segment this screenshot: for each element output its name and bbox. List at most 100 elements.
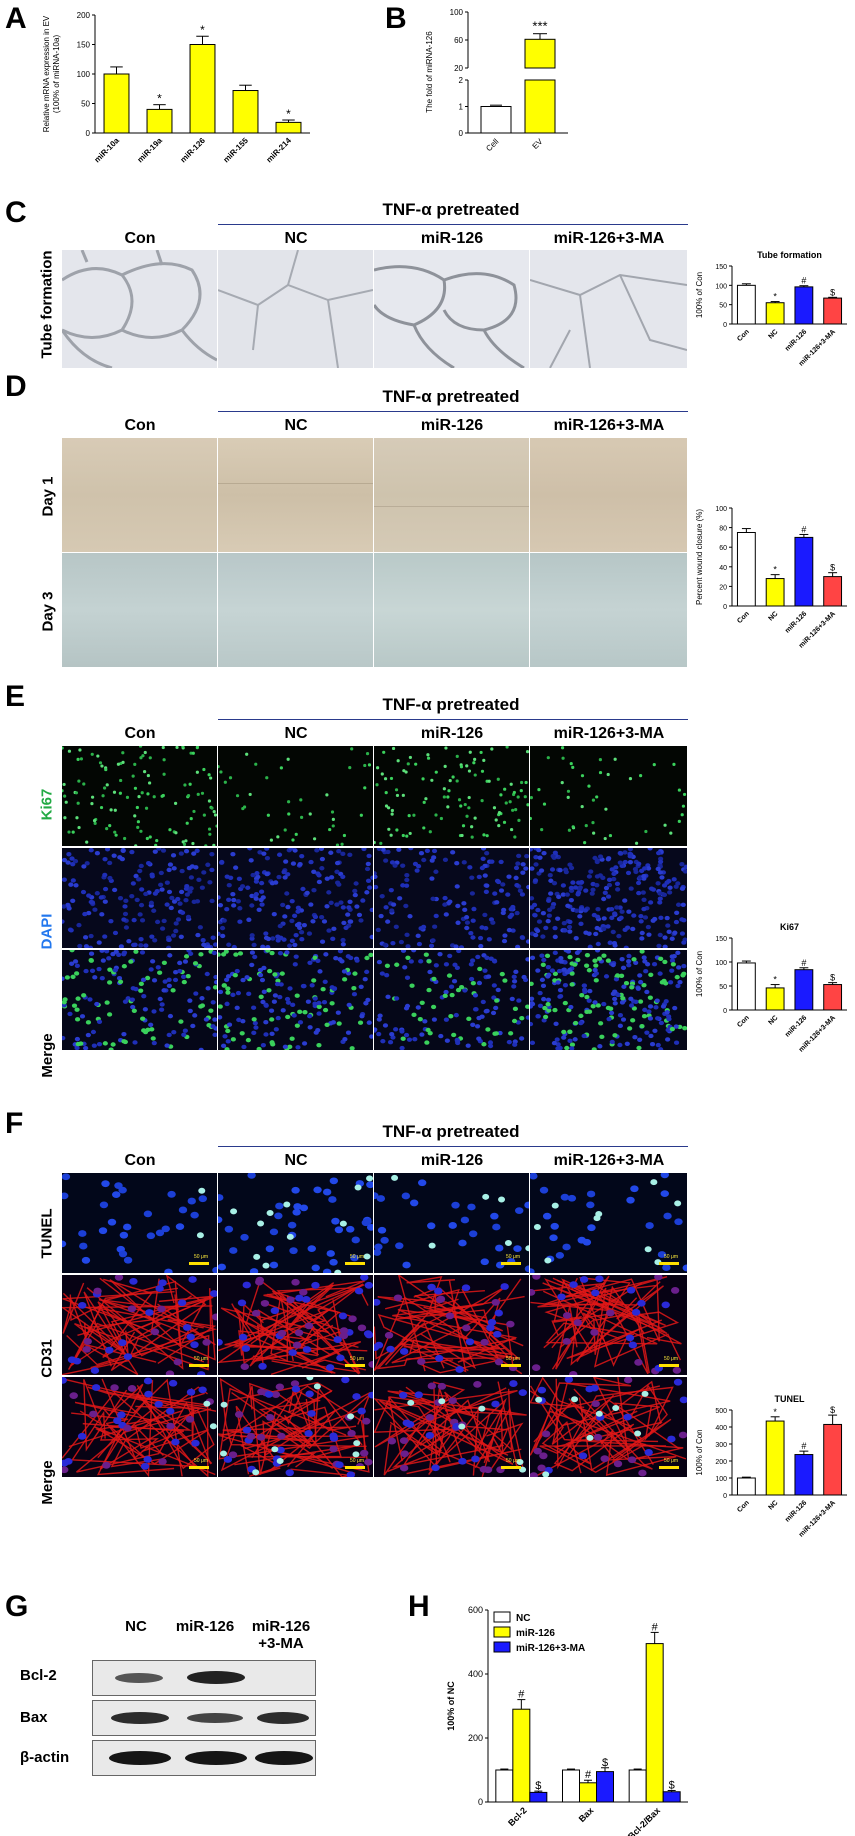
scale-bar	[501, 1466, 521, 1469]
bar	[765, 987, 785, 1011]
y-tick-label: 0	[723, 322, 727, 329]
tube-image-con	[62, 250, 217, 368]
scale-bar-label: 50 μm	[194, 1254, 208, 1260]
bar	[596, 1771, 614, 1803]
y-tick-label: 0	[723, 1493, 727, 1500]
scale-bar	[189, 1262, 209, 1265]
wound-day3-con	[62, 553, 217, 667]
x-tick-label: miR-126	[784, 610, 808, 634]
y-tick-label: 600	[468, 1605, 483, 1615]
scale-bar	[189, 1364, 209, 1367]
y-axis-label: 100% of Con	[695, 1429, 704, 1475]
wound-day1-con	[62, 438, 217, 552]
significance-mark: $	[830, 1405, 835, 1415]
panel-letter-g: G	[5, 1590, 29, 1623]
micrograph-cd31-0: 50 μm	[62, 1275, 217, 1375]
scale-bar-label: 50 μm	[350, 1254, 364, 1260]
y-tick-label: 2	[459, 76, 464, 85]
chart-title: TUNEL	[775, 1394, 805, 1404]
col-header-mir126-d: miR-126	[420, 417, 484, 434]
chart-title: Ki67	[780, 922, 799, 932]
y-tick-label: 100	[715, 1476, 727, 1483]
scale-bar	[345, 1466, 365, 1469]
x-tick-label: EV	[531, 137, 545, 151]
bar	[765, 1420, 785, 1496]
chart-b: 20 60 100 0 1 2 *** Cell EV The fold of miRNA-126	[425, 8, 568, 153]
tnf-line-c	[218, 224, 688, 225]
y-tick-label: 0	[478, 1797, 483, 1807]
y-tick-label: 150	[77, 41, 91, 50]
wb-col-mir126ma-2: +3-MA	[258, 1635, 304, 1652]
y-tick-label: 100	[715, 506, 727, 513]
micrograph-ki67-0	[62, 746, 217, 846]
panel-letter-e: E	[5, 680, 26, 713]
scale-bar-label: 50 μm	[194, 1458, 208, 1464]
col-header-mir126ma-f: miR-126+3-MA	[553, 1152, 665, 1169]
significance-mark: $	[535, 1780, 541, 1792]
scale-bar	[659, 1364, 679, 1367]
scale-bar-label: 50 μm	[194, 1356, 208, 1362]
scale-bar-label: 50 μm	[506, 1356, 520, 1362]
legend-label: miR-126+3-MA	[516, 1643, 585, 1654]
y-tick-label: 60	[454, 36, 463, 45]
y-tick-label: 200	[715, 1459, 727, 1466]
micrograph-merge-e-0	[62, 950, 217, 1050]
y-axis-label: 100% of Con	[695, 272, 704, 318]
chart-d: 020406080100Con*NC#miR-126$miR-126+3-MAP…	[695, 506, 847, 650]
bar	[794, 969, 814, 1011]
bar	[232, 90, 259, 134]
micrograph-dapi-3	[530, 848, 687, 948]
bar	[524, 38, 556, 69]
y-tick-label: 0	[723, 604, 727, 611]
y-axis-label: The fold of miRNA-126	[425, 31, 434, 113]
row-label-ki67: Ki67	[38, 788, 56, 821]
panel-letter-a: A	[5, 2, 27, 35]
tube-image-mir126	[374, 250, 529, 368]
y-axis-label: Relative mRNA expression in EV	[42, 15, 51, 132]
micrograph-tunel-3: 50 μm	[530, 1173, 687, 1273]
legend-swatch	[493, 1611, 511, 1623]
legend-swatch	[493, 1626, 511, 1638]
row-label-merge-f: Merge	[39, 1460, 56, 1505]
col-header-nc-c: NC	[284, 230, 308, 247]
y-tick-label: 500	[715, 1408, 727, 1415]
y-tick-label: 200	[77, 11, 91, 20]
micrograph-ki67-3	[530, 746, 687, 846]
x-tick-label: NC	[767, 328, 779, 340]
scale-bar-label: 50 μm	[664, 1356, 678, 1362]
micrograph-dapi-0	[62, 848, 217, 948]
wb-band	[185, 1751, 247, 1765]
bar	[765, 302, 785, 325]
x-tick-label: miR-19a	[136, 136, 165, 165]
micrograph-cd31-1: 50 μm	[218, 1275, 373, 1375]
wb-row-bax: Bax	[20, 1709, 48, 1726]
wound-day3-nc	[218, 553, 373, 667]
micrograph-dapi-1	[218, 848, 373, 948]
micrograph-cd31-2: 50 μm	[374, 1275, 529, 1375]
significance-mark: #	[801, 276, 806, 286]
x-tick-label: NC	[767, 610, 779, 622]
micrograph-tunel-1: 50 μm	[218, 1173, 373, 1273]
scale-bar	[501, 1364, 521, 1367]
x-tick-label: miR-214	[265, 136, 294, 165]
x-tick-label: Bax	[577, 1805, 596, 1824]
chart-c: Tube formation050100150Con*NC#miR-126$mi…	[695, 250, 847, 368]
scale-bar-label: 50 μm	[664, 1458, 678, 1464]
x-tick-label: Con	[736, 328, 751, 343]
x-tick-label: miR-126	[179, 136, 208, 165]
scale-bar	[659, 1262, 679, 1265]
col-header-con-e: Con	[124, 725, 156, 742]
x-tick-label: Cell	[484, 137, 500, 153]
wb-band	[187, 1713, 243, 1723]
wb-strip-actin	[92, 1740, 316, 1776]
scale-bar-label: 50 μm	[506, 1458, 520, 1464]
bar	[823, 297, 843, 325]
bar	[823, 1423, 843, 1496]
bar	[736, 284, 756, 325]
bar	[495, 1769, 514, 1803]
y-tick-label: 0	[723, 1008, 727, 1015]
wb-col-nc: NC	[125, 1618, 147, 1635]
y-tick-label: 50	[719, 984, 727, 991]
chart-e: Ki67050100150Con*NC#miR-126$miR-126+3-MA…	[695, 922, 847, 1054]
micrograph-merge-e-3	[530, 950, 687, 1050]
